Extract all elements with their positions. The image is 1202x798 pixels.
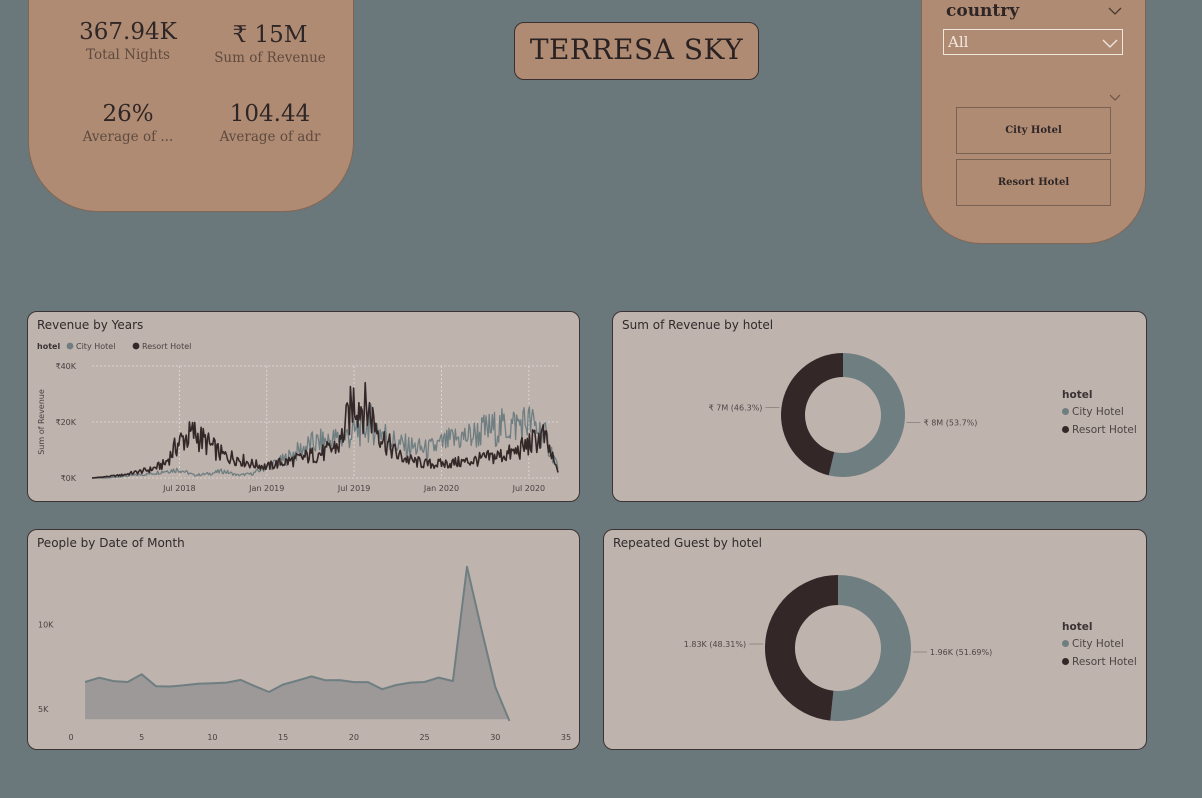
x-tick-label: 30 <box>490 733 500 742</box>
slicer-card: country All City Hotel Resort Hotel <box>921 0 1146 244</box>
x-tick-label: Jan 2020 <box>423 484 459 493</box>
kpi-value: 104.44 <box>229 101 311 127</box>
y-axis-label: Sum of Revenue <box>37 389 46 455</box>
legend-title: hotel <box>1062 621 1093 633</box>
legend-label: City Hotel <box>1072 406 1124 418</box>
legend-item-city[interactable]: City Hotel <box>1062 406 1137 418</box>
legend-dot <box>1062 408 1069 415</box>
data-label: ₹ 7M (46.3%) <box>709 404 763 413</box>
donut-slice-city <box>830 575 911 721</box>
kpi-label: Total Nights <box>86 47 170 63</box>
donut-slice-resort <box>764 575 838 721</box>
kpi-value: 367.94K <box>79 19 177 45</box>
legend-dot <box>66 342 74 350</box>
legend-dot <box>1062 426 1069 433</box>
kpi-sum-of-revenue: ₹ 15M Sum of Revenue <box>195 22 345 66</box>
chart-title: Revenue by Years <box>37 318 144 332</box>
people-area-chart: 10K 5K 0 5 10 15 20 25 30 35 <box>38 565 571 742</box>
legend-title: hotel <box>37 342 60 351</box>
revenue-donut-chart: ₹ 8M (53.7%) ₹ 7M (46.3%) <box>709 353 978 477</box>
revenue-by-hotel-panel: Sum of Revenue by hotel ₹ 8M (53.7%) ₹ 7M… <box>612 311 1147 502</box>
area-line <box>84 565 511 722</box>
y-tick-label: 5K <box>38 705 49 714</box>
hotel-tile-city[interactable]: City Hotel <box>956 107 1111 154</box>
country-slicer-title: country <box>946 1 1020 21</box>
x-tick-label: 25 <box>419 733 429 742</box>
legend-item-resort[interactable]: Resort Hotel <box>1062 424 1137 436</box>
x-tick-label: 10 <box>207 733 217 742</box>
legend-dot <box>1062 640 1069 647</box>
legend-item-city[interactable]: City Hotel <box>1062 638 1137 650</box>
page-title: TERRESA SKY <box>514 22 759 80</box>
chevron-down-icon <box>1102 39 1118 48</box>
repeated-guest-donut-chart: 1.96K (51.69%) 1.83K (48.31%) <box>684 575 992 721</box>
legend: hotel City Hotel Resort Hotel <box>1062 621 1137 674</box>
revenue-line-chart: hotel City Hotel Resort Hotel Sum of Revenu… <box>37 342 559 493</box>
legend: hotel City Hotel Resort Hotel <box>1062 389 1137 442</box>
area-fill <box>85 566 510 721</box>
kpi-label: Average of ... <box>82 129 174 145</box>
chevron-down-icon[interactable] <box>1109 94 1121 101</box>
kpi-label: Average of adr <box>219 129 321 145</box>
chart-title: Repeated Guest by hotel <box>613 536 763 550</box>
legend-title: hotel <box>1062 389 1093 401</box>
kpi-total-nights: 367.94K Total Nights <box>53 19 203 63</box>
legend-label: City Hotel <box>1072 638 1124 650</box>
chevron-down-icon[interactable] <box>1108 7 1122 15</box>
legend-label: Resort Hotel <box>142 342 191 351</box>
kpi-average-percent: 26% Average of ... <box>53 101 203 145</box>
x-tick-label: Jul 2018 <box>162 484 196 493</box>
x-tick-label: 5 <box>139 733 144 742</box>
data-label: 1.83K (48.31%) <box>684 640 746 649</box>
chart-title: Sum of Revenue by hotel <box>622 318 774 332</box>
legend-dot <box>132 342 140 350</box>
x-tick-label: 20 <box>349 733 359 742</box>
kpi-card: 367.94K Total Nights ₹ 15M Sum of Revenu… <box>28 0 354 212</box>
data-label: ₹ 8M (53.7%) <box>924 418 978 427</box>
x-tick-label: Jan 2019 <box>248 484 284 493</box>
y-tick-label: ₹40K <box>55 362 76 371</box>
kpi-average-adr: 104.44 Average of adr <box>195 101 345 145</box>
x-tick-label: Jul 2020 <box>512 484 546 493</box>
donut-slice-resort <box>781 353 843 476</box>
y-tick-label: ₹0K <box>61 474 77 483</box>
y-tick-label: ₹20K <box>55 418 76 427</box>
kpi-value: ₹ 15M <box>232 22 308 48</box>
legend-label: City Hotel <box>76 342 115 351</box>
x-tick-label: 0 <box>68 733 73 742</box>
legend-label: Resort Hotel <box>1072 424 1137 436</box>
x-tick-label: 15 <box>278 733 288 742</box>
y-tick-label: 10K <box>38 620 54 629</box>
country-dropdown[interactable]: All <box>943 29 1123 55</box>
repeated-guest-panel: Repeated Guest by hotel 1.96K (51.69%) 1.… <box>603 529 1147 750</box>
data-label: 1.96K (51.69%) <box>930 648 992 657</box>
legend-label: Resort Hotel <box>1072 656 1137 668</box>
kpi-value: 26% <box>102 101 154 127</box>
dropdown-selected-value: All <box>948 33 969 51</box>
series-line-city <box>92 403 559 479</box>
revenue-by-years-panel: Revenue by Years hotel City Hotel Resort H… <box>27 311 580 502</box>
x-tick-label: 35 <box>561 733 571 742</box>
x-tick-label: Jul 2019 <box>337 484 371 493</box>
series-line-resort <box>91 381 559 479</box>
legend-item-resort[interactable]: Resort Hotel <box>1062 656 1137 668</box>
hotel-tile-resort[interactable]: Resort Hotel <box>956 159 1111 206</box>
legend-dot <box>1062 658 1069 665</box>
donut-slice-city <box>828 353 906 477</box>
chart-title: People by Date of Month <box>37 536 185 550</box>
kpi-label: Sum of Revenue <box>214 50 326 66</box>
people-by-date-panel: People by Date of Month 10K 5K 0 5 10 15 20 25 3… <box>27 529 580 750</box>
